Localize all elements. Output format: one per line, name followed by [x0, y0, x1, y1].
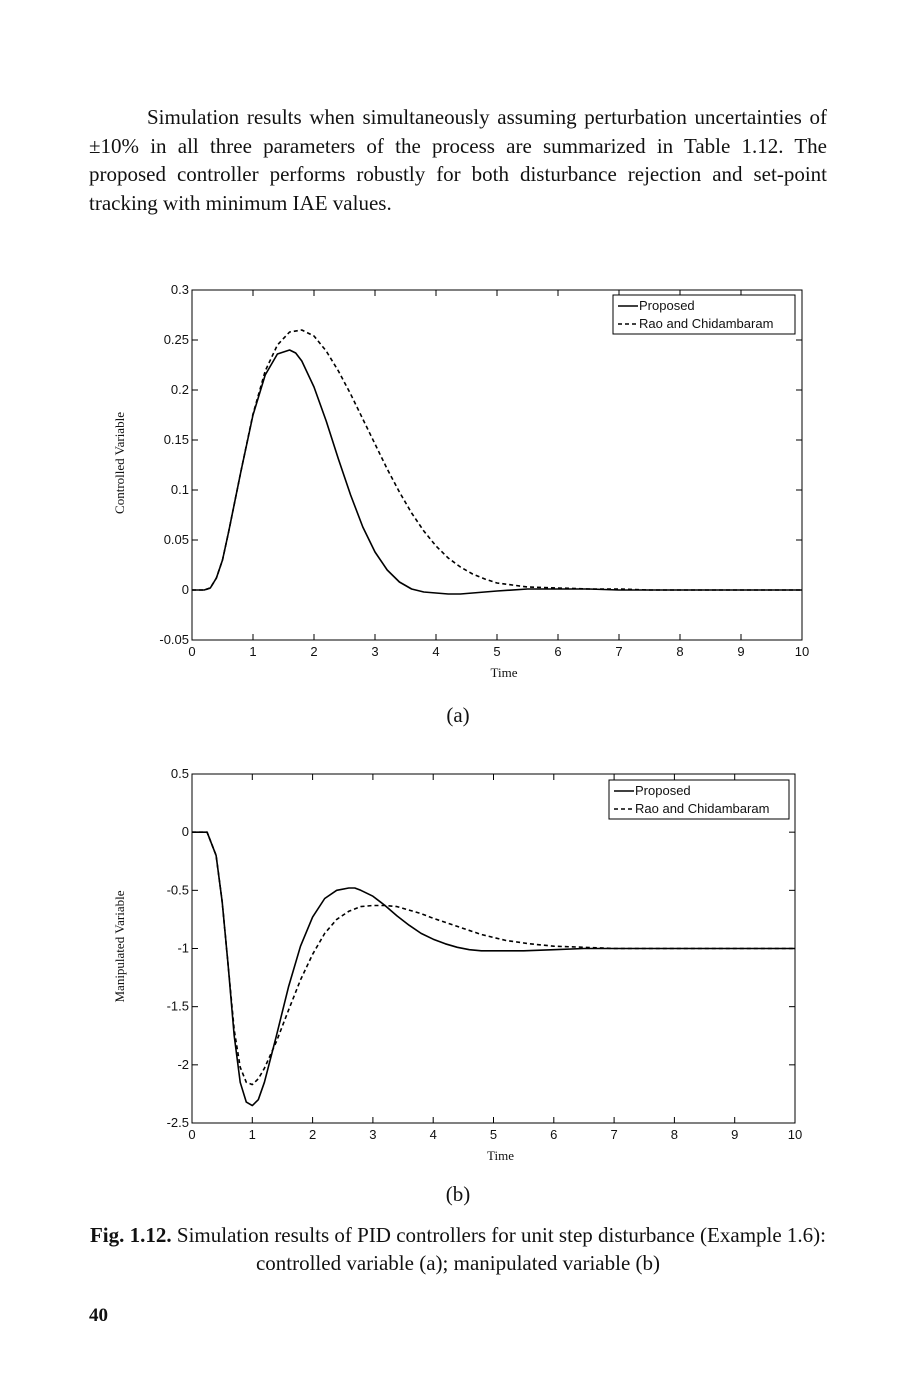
y-tick-label: 0.15 — [164, 432, 189, 447]
series-line-proposed — [192, 349, 802, 595]
x-tick-label: 4 — [430, 1127, 437, 1142]
plot-frame — [191, 289, 803, 641]
y-tick-label: -2.5 — [167, 1115, 189, 1130]
x-tick-label: 6 — [554, 644, 561, 659]
chart-a: 0 1 2 3 4 5 6 7 8 9 10-0.0500.050.10.150.20.250.3T… — [112, 282, 809, 680]
legend-label-proposed: Proposed — [639, 298, 695, 313]
x-tick-label: 8 — [671, 1127, 678, 1142]
y-tick-label: -2 — [177, 1057, 189, 1072]
x-tick-label: 7 — [610, 1127, 617, 1142]
x-tick-label: 5 — [490, 1127, 497, 1142]
y-axis-label: Manipulated Variable — [112, 890, 127, 1002]
series-line-proposed — [192, 831, 795, 1107]
figure-label-b: (b) — [445, 1182, 471, 1206]
caption-label: Fig. 1.12. — [89, 1223, 172, 1247]
x-tick-label: 5 — [493, 644, 500, 659]
x-axis-label: Time — [491, 665, 518, 680]
x-tick-label: 0 — [188, 644, 195, 659]
y-tick-label: 0.3 — [171, 282, 189, 297]
legend-box — [612, 294, 796, 335]
y-tick-label: 0.05 — [164, 532, 189, 547]
y-tick-label: 0 — [182, 824, 189, 839]
x-tick-label: 0 — [188, 1127, 195, 1142]
legend-label-rao-chidambaram: Rao and Chidambaram — [639, 316, 773, 331]
x-tick-label: 6 — [550, 1127, 557, 1142]
y-axis-label: Controlled Variable — [112, 412, 127, 514]
x-tick-label: 2 — [309, 1127, 316, 1142]
x-tick-label: 1 — [249, 1127, 256, 1142]
legend-box — [608, 779, 790, 820]
x-tick-label: 3 — [371, 644, 378, 659]
chart-b: 0 1 2 3 4 5 6 7 8 9 10 -2.5 -2 -1.5 -1 -0.5 0 0.5 Time Mani… — [112, 766, 802, 1163]
series-line-rao-chidambaram — [192, 831, 795, 1086]
x-tick-label: 7 — [615, 644, 622, 659]
figure-caption: Fig. 1.12. Simulation results of PID con… — [60, 1221, 856, 1277]
y-tick-label: -0.5 — [167, 882, 189, 897]
y-tick-label: 0.5 — [171, 766, 189, 781]
legend-label-proposed: Proposed — [635, 783, 691, 798]
x-tick-label: 8 — [676, 644, 683, 659]
legend-label-rao-chidambaram: Rao and Chidambaram — [635, 801, 769, 816]
x-tick-label: 10 — [795, 644, 809, 659]
page-number: 40 — [89, 1305, 108, 1326]
caption-text: Simulation results of PID controllers fo… — [171, 1223, 827, 1275]
y-tick-label: 0.1 — [171, 482, 189, 497]
body-paragraph: Simulation results when simultaneously a… — [89, 105, 827, 215]
y-tick-label: 0.2 — [171, 382, 189, 397]
y-tick-label: 0.25 — [164, 332, 189, 347]
x-tick-label: 10 — [788, 1127, 802, 1142]
series-line-rao-chidambaram — [192, 329, 802, 591]
figure-label-a: (a) — [446, 703, 470, 727]
y-tick-label: -1 — [177, 941, 189, 956]
x-tick-label: 9 — [731, 1127, 738, 1142]
x-axis-label: Time — [487, 1148, 514, 1163]
x-tick-label: 4 — [432, 644, 439, 659]
y-tick-label: -1.5 — [167, 999, 189, 1014]
x-tick-label: 1 — [249, 644, 256, 659]
y-tick-label: 0 — [182, 582, 189, 597]
x-tick-label: 3 — [369, 1127, 376, 1142]
x-tick-label: 2 — [310, 644, 317, 659]
y-tick-label: -0.05 — [159, 632, 189, 647]
x-tick-label: 9 — [737, 644, 744, 659]
